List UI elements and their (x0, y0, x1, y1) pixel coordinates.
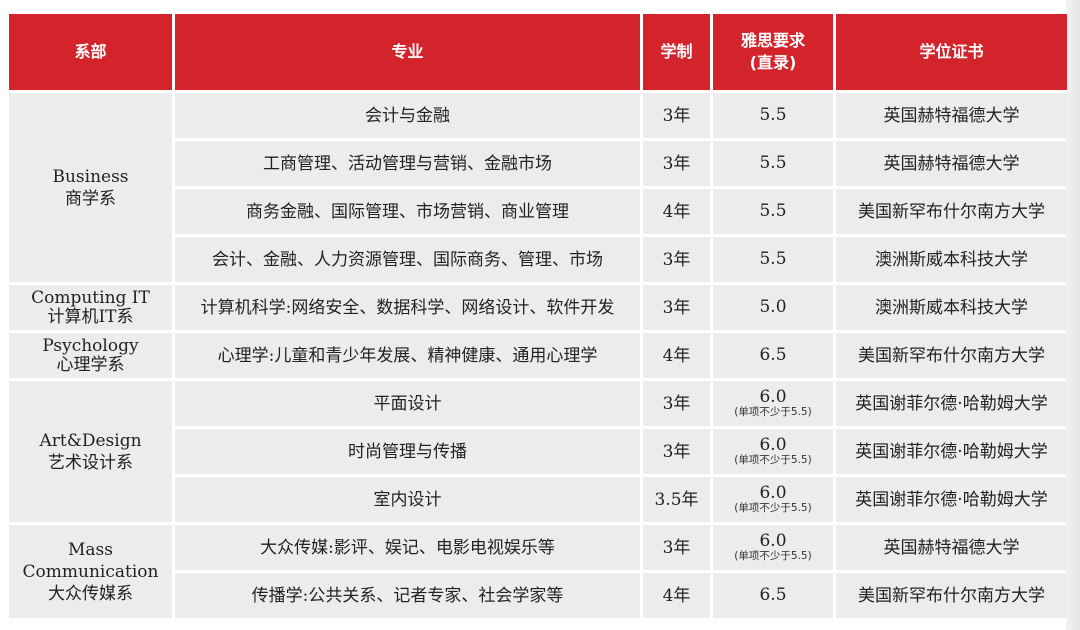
dept-business: Business 商学系 (9, 93, 172, 282)
cell-degree: 英国赫特福德大学 (836, 525, 1067, 570)
dept-psychology: Psychology 心理学系 (9, 333, 172, 378)
cell-major: 会计、金融、人力资源管理、国际商务、管理、市场 (175, 237, 640, 282)
cell-degree: 美国新罕布什尔南方大学 (836, 333, 1067, 378)
dept-business-zh: 商学系 (65, 188, 116, 209)
cell-major: 商务金融、国际管理、市场营销、商业管理 (175, 189, 640, 234)
header-ielts: 雅思要求 (直录) (713, 14, 833, 90)
cell-ielts: 5.5 (713, 93, 833, 138)
table-row: 传播学:公共关系、记者专家、社会学家等 4年 6.5 美国新罕布什尔南方大学 (9, 573, 1067, 618)
cell-major: 室内设计 (175, 477, 640, 522)
cell-degree: 英国赫特福德大学 (836, 141, 1067, 186)
cell-ielts: 6.0 (单项不少于5.5) (713, 429, 833, 474)
cell-ielts: 5.5 (713, 141, 833, 186)
ielts-score: 5.5 (759, 201, 787, 221)
dept-business-en: Business (52, 166, 129, 187)
cell-major: 工商管理、活动管理与营销、金融市场 (175, 141, 640, 186)
cell-duration: 3年 (643, 525, 710, 570)
cell-degree: 美国新罕布什尔南方大学 (836, 189, 1067, 234)
ielts-note: (单项不少于5.5) (734, 549, 812, 562)
program-table: 系部 专业 学制 雅思要求 (直录) 学位证书 Business 商学系 会计与… (6, 11, 1070, 621)
table-row: Business 商学系 会计与金融 3年 5.5 英国赫特福德大学 (9, 93, 1067, 282)
cell-ielts: 6.5 (713, 333, 833, 378)
ielts-score: 6.5 (759, 585, 787, 605)
cell-duration: 4年 (643, 189, 710, 234)
header-degree: 学位证书 (836, 14, 1067, 90)
cell-duration: 3年 (643, 429, 710, 474)
dept-art-design: Art&Design 艺术设计系 (9, 381, 172, 522)
header-row: 系部 专业 学制 雅思要求 (直录) 学位证书 (9, 14, 1067, 90)
dept-computing-en: Computing IT (31, 287, 150, 308)
dept-mass-en1: Mass (68, 539, 113, 560)
cell-ielts: 6.0 (单项不少于5.5) (713, 525, 833, 570)
cell-ielts: 6.0 (单项不少于5.5) (713, 477, 833, 522)
cell-degree: 英国赫特福德大学 (836, 93, 1067, 138)
header-ielts-line1: 雅思要求 (740, 31, 805, 50)
cell-ielts: 5.5 (713, 237, 833, 282)
table-row: Mass Communication 大众传媒系 大众传媒:影评、娱记、电影电视… (9, 525, 1067, 618)
ielts-note: (单项不少于5.5) (734, 405, 812, 418)
cell-degree: 澳洲斯威本科技大学 (836, 285, 1067, 330)
cell-duration: 3年 (643, 237, 710, 282)
table-row: Computing IT 计算机IT系 计算机科学:网络安全、数据科学、网络设计… (9, 285, 1067, 330)
cell-degree: 美国新罕布什尔南方大学 (836, 573, 1067, 618)
cell-major: 大众传媒:影评、娱记、电影电视娱乐等 (175, 525, 640, 570)
cell-degree: 英国谢菲尔德·哈勒姆大学 (836, 381, 1067, 426)
cell-major: 平面设计 (175, 381, 640, 426)
table-row: Psychology 心理学系 心理学:儿童和青少年发展、精神健康、通用心理学 … (9, 333, 1067, 378)
cell-major: 时尚管理与传播 (175, 429, 640, 474)
cell-degree: 英国谢菲尔德·哈勒姆大学 (836, 477, 1067, 522)
cell-major: 计算机科学:网络安全、数据科学、网络设计、软件开发 (175, 285, 640, 330)
header-ielts-line2: (直录) (749, 53, 797, 72)
ielts-score: 6.5 (759, 345, 787, 365)
cell-duration: 3年 (643, 141, 710, 186)
dept-art-en: Art&Design (39, 430, 142, 451)
ielts-score: 5.5 (759, 105, 787, 125)
ielts-score: 5.5 (759, 153, 787, 173)
cell-degree: 澳洲斯威本科技大学 (836, 237, 1067, 282)
cell-duration: 4年 (643, 333, 710, 378)
cell-major: 传播学:公共关系、记者专家、社会学家等 (175, 573, 640, 618)
cell-duration: 4年 (643, 573, 710, 618)
cell-degree: 英国谢菲尔德·哈勒姆大学 (836, 429, 1067, 474)
table-row: 工商管理、活动管理与营销、金融市场 3年 5.5 英国赫特福德大学 (9, 141, 1067, 186)
dept-mass-communication: Mass Communication 大众传媒系 (9, 525, 172, 618)
cell-duration: 3年 (643, 381, 710, 426)
cell-major: 心理学:儿童和青少年发展、精神健康、通用心理学 (175, 333, 640, 378)
dept-psychology-en: Psychology (42, 335, 139, 356)
ielts-score: 6.0 (759, 434, 787, 455)
table-row: Art&Design 艺术设计系 平面设计 3年 6.0 (单项不少于5.5) … (9, 381, 1067, 522)
dept-art-zh: 艺术设计系 (48, 452, 133, 473)
table-row: 会计、金融、人力资源管理、国际商务、管理、市场 3年 5.5 澳洲斯威本科技大学 (9, 237, 1067, 282)
dept-psychology-zh: 心理学系 (56, 354, 125, 375)
dept-mass-zh: 大众传媒系 (48, 583, 133, 604)
header-major: 专业 (175, 14, 640, 90)
cell-duration: 3年 (643, 93, 710, 138)
cell-ielts: 5.5 (713, 189, 833, 234)
cell-ielts: 6.0 (单项不少于5.5) (713, 381, 833, 426)
ielts-score: 6.0 (759, 386, 787, 407)
ielts-score: 6.0 (759, 530, 787, 551)
cell-ielts: 5.0 (713, 285, 833, 330)
cell-duration: 3.5年 (643, 477, 710, 522)
ielts-score: 5.0 (759, 297, 787, 317)
table-row: 商务金融、国际管理、市场营销、商业管理 4年 5.5 美国新罕布什尔南方大学 (9, 189, 1067, 234)
table-row: 室内设计 3.5年 6.0 (单项不少于5.5) 英国谢菲尔德·哈勒姆大学 (9, 477, 1067, 522)
header-department: 系部 (9, 14, 172, 90)
ielts-score: 5.5 (759, 249, 787, 269)
dept-computing: Computing IT 计算机IT系 (9, 285, 172, 330)
ielts-note: (单项不少于5.5) (734, 453, 812, 466)
header-duration: 学制 (643, 14, 710, 90)
ielts-note: (单项不少于5.5) (734, 501, 812, 514)
table-row: 时尚管理与传播 3年 6.0 (单项不少于5.5) 英国谢菲尔德·哈勒姆大学 (9, 429, 1067, 474)
cell-duration: 3年 (643, 285, 710, 330)
dept-computing-zh: 计算机IT系 (47, 306, 134, 327)
dept-mass-en2: Communication (22, 561, 159, 582)
cell-major: 会计与金融 (175, 93, 640, 138)
right-edge-band (1066, 0, 1080, 630)
ielts-score: 6.0 (759, 482, 787, 503)
cell-ielts: 6.5 (713, 573, 833, 618)
